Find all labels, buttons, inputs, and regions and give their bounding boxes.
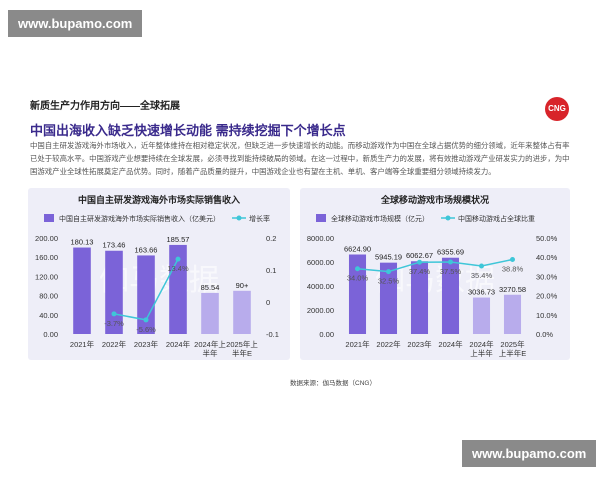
line-value-label: 13.4% [167,264,189,273]
bar-value-label: 6062.67 [406,251,433,260]
bar [503,294,522,334]
x-tick-label: 2024年上半年 [194,340,226,358]
y2-tick-label: 20.0% [536,292,558,301]
legend-swatch [316,214,326,222]
body-text: 中国自主研发游戏海外市场收入，近年整体维持在相对稳定状况，但缺乏进一步快速增长的… [30,141,570,176]
line-value-label: 38.8% [502,265,524,274]
y-tick-label: 80.00 [39,292,58,301]
site-watermark: www.bupamo.com [462,440,597,467]
legend-swatch [236,215,242,221]
line-value-label: 37.4% [409,267,431,276]
line-value-label: -5.6% [136,325,156,334]
bar-value-label: 3036.73 [468,288,495,297]
line-value-label: 35.4% [471,271,493,280]
source: 数据来源：伽马数据（CNG） [290,380,376,387]
x-tick-label: 2022年 [101,340,127,349]
bar-value-label: 5945.19 [375,253,402,262]
x-tick-label: 2021年 [345,340,370,349]
y-tick-label: 0.00 [319,330,334,339]
y-tick-label: 4000.00 [307,282,334,291]
y-tick-label: 40.00 [39,311,58,320]
y-tick-label: 200.00 [35,234,58,243]
bar [233,290,251,334]
page-title: 中国出海收入缺乏快速增长动能 需持续挖掘下个增长点 [30,123,346,138]
bar [201,292,219,334]
bar-value-label: 85.54 [201,283,220,292]
x-tick-label: 2025年上半年E [498,340,527,358]
legend-label: 中国自主研发游戏海外市场实际销售收入（亿美元） [59,214,220,223]
y-tick-label: 160.00 [35,253,58,262]
chart-title: 中国自主研发游戏海外市场实际销售收入 [78,194,240,205]
line-point [448,259,453,265]
bar-value-label: 90+ [236,281,249,290]
line-point [479,263,484,269]
line-point [510,257,515,263]
y2-tick-label: 30.0% [536,272,558,281]
bar [441,257,460,334]
x-tick-label: 2022年 [376,340,401,349]
bar [472,297,491,334]
y2-tick-label: 0.2 [266,234,276,243]
chart-panel [28,188,290,360]
y2-tick-label: 0 [266,298,270,307]
bar-value-label: 163.66 [135,245,158,254]
x-tick-label: 2024年 [165,340,191,349]
x-tick-label: 2021年 [69,340,95,349]
y2-tick-label: 50.0% [536,234,558,243]
y2-tick-label: 0.1 [266,266,276,275]
bar-value-label: 6355.69 [437,248,464,257]
bar [410,261,429,334]
bar-value-label: 3270.58 [499,285,526,294]
x-tick-label: 2023年 [407,340,432,349]
y-tick-label: 2000.00 [307,306,334,315]
bar [105,250,123,334]
legend-swatch [445,215,451,221]
bar-value-label: 185.57 [167,235,190,244]
chart-panel [300,188,570,360]
y2-tick-label: 0.0% [536,330,553,339]
y2-tick-label: 10.0% [536,311,558,320]
y-tick-label: 8000.00 [307,234,334,243]
legend-label: 全球移动游戏市场规模（亿元） [331,214,429,223]
bar-value-label: 173.46 [103,241,126,250]
x-tick-label: 2024年上半年 [469,340,494,358]
y2-tick-label: -0.1 [266,330,279,339]
bar [137,255,155,334]
line-value-label: 34.0% [347,274,369,283]
line-value-label: 32.5% [378,277,400,286]
bar-value-label: 180.13 [71,238,94,247]
legend-label: 中国移动游戏占全球比重 [458,214,535,223]
line-value-label: -3.7% [104,319,124,328]
logo: CNG [545,97,569,121]
section-label: 新质生产力作用方向——全球拓展 [30,101,180,112]
legend-swatch [44,214,54,222]
x-tick-label: 2025年上半年E [226,340,258,358]
line-point [417,259,422,265]
line-point [143,317,149,323]
line-point [111,311,117,317]
site-watermark: www.bupamo.com [8,10,143,37]
chart-title: 全球移动游戏市场规模状况 [380,194,489,205]
line [357,258,513,273]
x-tick-label: 2023年 [133,340,159,349]
bar [73,247,91,334]
y-tick-label: 120.00 [35,272,58,281]
y2-tick-label: 40.0% [536,253,558,262]
bar [348,254,367,334]
bar [379,262,398,334]
y-tick-label: 6000.00 [307,258,334,267]
x-tick-label: 2024年 [438,340,463,349]
bar-value-label: 6624.90 [344,245,371,254]
legend-label: 增长率 [249,214,270,223]
y-tick-label: 0.00 [43,330,58,339]
line-point [175,256,181,262]
line-value-label: 37.5% [440,267,462,276]
line-point [386,269,391,275]
line-point [355,266,360,272]
